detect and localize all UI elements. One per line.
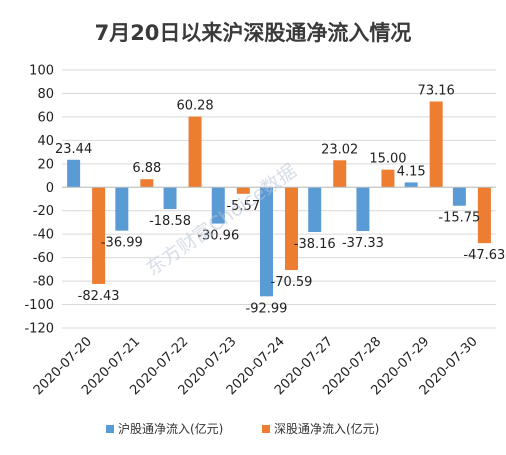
bar-sz-1	[140, 179, 154, 188]
y-tick-label: 20	[37, 157, 54, 172]
data-label: -5.57	[226, 199, 260, 214]
data-label: -82.43	[78, 289, 120, 304]
bar-sz-6	[381, 169, 395, 188]
data-label: 23.44	[55, 142, 92, 157]
data-label: -38.16	[294, 237, 336, 252]
bar-sz-5	[333, 160, 347, 188]
y-tick-label: 40	[37, 134, 54, 149]
data-label: -36.99	[101, 236, 143, 251]
y-tick-label: -60	[33, 251, 54, 266]
bar-sz-0	[92, 187, 106, 284]
data-label: -70.59	[271, 275, 313, 290]
y-tick-label: 60	[37, 110, 54, 125]
bar-sz-2	[188, 116, 202, 188]
bar-sh-7	[404, 182, 418, 188]
bar-sh-8	[452, 187, 466, 206]
y-tick-label: 100	[29, 64, 54, 79]
data-label: 23.02	[321, 142, 358, 157]
y-tick-label: -80	[33, 275, 54, 290]
bar-sh-6	[356, 187, 370, 232]
y-tick-label: -20	[33, 204, 54, 219]
legend-label: 深股通净流入(亿元)	[274, 421, 379, 436]
bar-sh-5	[308, 187, 322, 233]
bar-sz-7	[429, 101, 443, 188]
bar-sz-3	[236, 187, 250, 194]
data-label: -47.63	[463, 248, 505, 263]
bar-sh-3	[211, 187, 225, 224]
legend: 沪股通净流入(亿元) 深股通净流入(亿元)	[106, 421, 379, 436]
bar-sz-8	[477, 187, 491, 244]
y-tick-label: 80	[37, 87, 54, 102]
legend-swatch	[106, 425, 114, 433]
legend-swatch	[262, 425, 270, 433]
y-tick-label: 0	[46, 181, 54, 196]
bar-sh-4	[260, 187, 273, 297]
data-label: -30.96	[197, 229, 239, 244]
data-label: -15.75	[438, 211, 480, 226]
data-labels: 23.44 -36.99 -18.58 -30.96 -92.99 -38.16 -37.3…	[55, 83, 505, 316]
legend-label: 沪股通净流入(亿元)	[118, 421, 223, 436]
data-label: 73.16	[418, 83, 455, 98]
bar-sh-0	[67, 159, 81, 188]
data-label: -37.33	[342, 236, 384, 251]
bar-sh-1	[115, 187, 129, 231]
y-tick-label: -40	[33, 228, 54, 243]
bars	[67, 101, 491, 297]
bar-sz-4	[285, 187, 298, 271]
data-label: -18.58	[149, 214, 191, 229]
data-label: 6.88	[132, 161, 161, 176]
data-label: -92.99	[246, 301, 288, 316]
bar-sh-2	[163, 187, 177, 210]
y-tick-label: -120	[24, 322, 54, 337]
data-label: 15.00	[369, 152, 406, 167]
chart-title: 7月20日以来沪深股通净流入情况	[95, 21, 412, 45]
y-tick-label: -100	[24, 298, 54, 313]
data-label: 4.15	[397, 164, 426, 179]
data-label: 60.28	[176, 99, 213, 114]
